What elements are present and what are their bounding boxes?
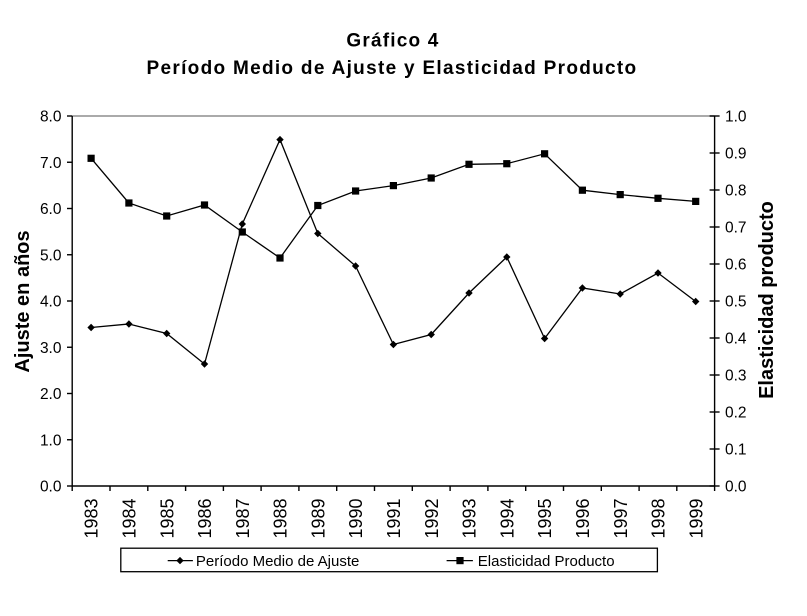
svg-text:1985: 1985 — [157, 499, 177, 539]
svg-text:1987: 1987 — [233, 499, 253, 539]
svg-text:0.6: 0.6 — [725, 257, 747, 274]
svg-text:1999: 1999 — [686, 499, 706, 539]
svg-text:0.5: 0.5 — [725, 294, 747, 311]
svg-text:0.2: 0.2 — [725, 405, 747, 422]
svg-text:1995: 1995 — [535, 499, 555, 539]
svg-text:1983: 1983 — [82, 499, 102, 539]
svg-text:0.3: 0.3 — [725, 368, 747, 385]
svg-text:3.0: 3.0 — [40, 340, 62, 357]
svg-text:Período Medio de Ajuste y Elas: Período Medio de Ajuste y Elasticidad Pr… — [147, 58, 638, 79]
svg-text:1998: 1998 — [649, 499, 669, 539]
svg-text:1.0: 1.0 — [40, 432, 62, 449]
svg-text:0.0: 0.0 — [725, 479, 747, 496]
svg-text:1986: 1986 — [195, 499, 215, 539]
svg-text:0.7: 0.7 — [725, 220, 747, 237]
svg-text:Ajuste en años: Ajuste en años — [12, 230, 34, 372]
svg-text:1996: 1996 — [573, 499, 593, 539]
svg-text:7.0: 7.0 — [40, 155, 62, 172]
svg-text:Gráfico 4: Gráfico 4 — [346, 31, 439, 52]
svg-text:Elasticidad producto: Elasticidad producto — [756, 201, 778, 399]
svg-text:1.0: 1.0 — [725, 109, 747, 126]
svg-text:Período Medio de Ajuste: Período Medio de Ajuste — [196, 553, 359, 570]
svg-text:5.0: 5.0 — [40, 247, 62, 264]
svg-text:1984: 1984 — [119, 499, 139, 539]
svg-text:0.1: 0.1 — [725, 442, 747, 459]
svg-text:1993: 1993 — [460, 499, 480, 539]
svg-text:8.0: 8.0 — [40, 109, 62, 126]
svg-text:Elasticidad Producto: Elasticidad Producto — [478, 553, 615, 570]
svg-text:1994: 1994 — [497, 499, 517, 539]
svg-text:1991: 1991 — [384, 499, 404, 539]
svg-text:4.0: 4.0 — [40, 294, 62, 311]
svg-text:0.0: 0.0 — [40, 479, 62, 496]
svg-text:0.9: 0.9 — [725, 146, 747, 163]
svg-text:1988: 1988 — [271, 499, 291, 539]
svg-text:0.8: 0.8 — [725, 183, 747, 200]
svg-text:1989: 1989 — [308, 499, 328, 539]
svg-text:6.0: 6.0 — [40, 201, 62, 218]
svg-text:1990: 1990 — [346, 499, 366, 539]
svg-text:1997: 1997 — [611, 499, 631, 539]
svg-text:2.0: 2.0 — [40, 386, 62, 403]
svg-text:0.4: 0.4 — [725, 331, 747, 348]
svg-text:1992: 1992 — [422, 499, 442, 539]
